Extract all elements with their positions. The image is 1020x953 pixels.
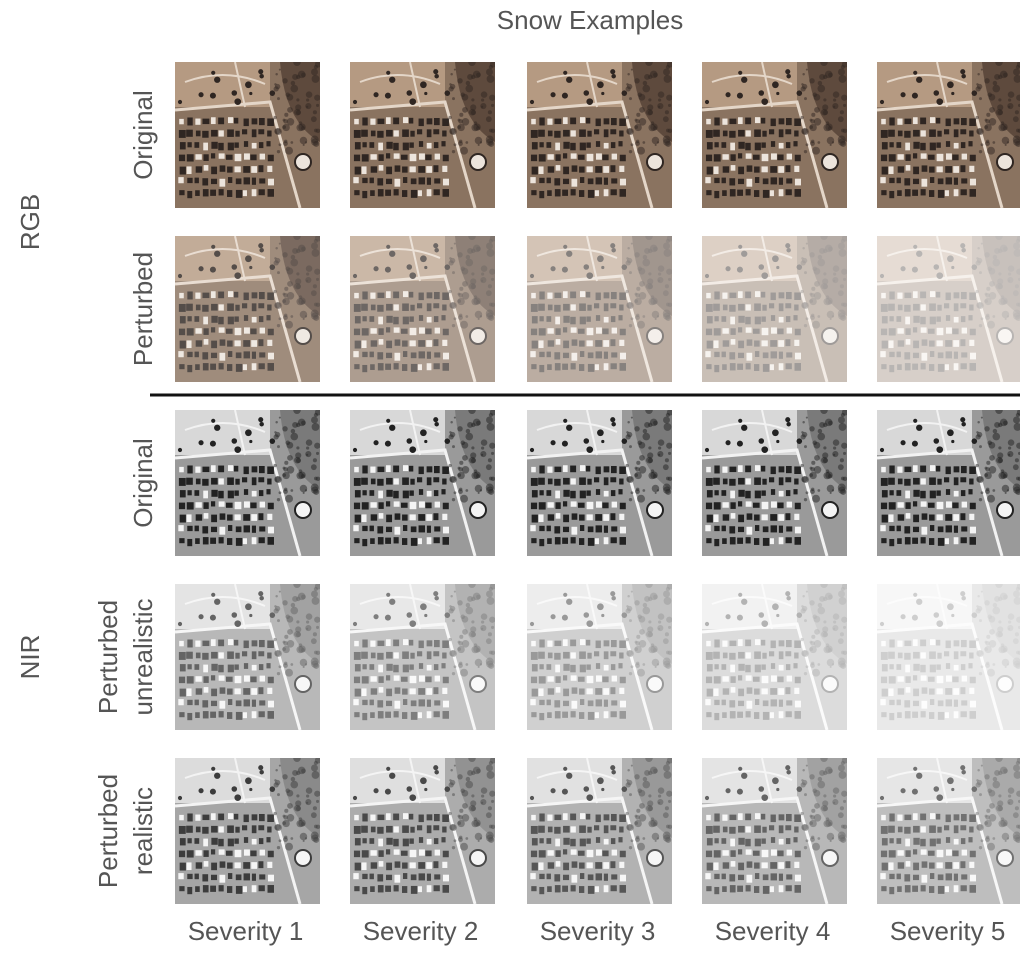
image-tile bbox=[877, 59, 1020, 208]
row-label: unrealistic bbox=[128, 598, 158, 715]
snow-overlay bbox=[527, 236, 672, 382]
column-label: Severity 1 bbox=[188, 916, 304, 946]
snow-overlay bbox=[527, 584, 672, 730]
column-label: Severity 2 bbox=[363, 916, 479, 946]
image-tile bbox=[702, 59, 848, 208]
group-label: RGB bbox=[15, 194, 45, 250]
snow-overlay bbox=[702, 758, 847, 904]
snow-overlay bbox=[175, 758, 320, 904]
snow-overlay bbox=[350, 236, 495, 382]
row-label: realistic bbox=[128, 787, 158, 875]
image-tile bbox=[877, 407, 1020, 556]
image-tile bbox=[175, 59, 321, 208]
snow-overlay bbox=[350, 758, 495, 904]
group-label: NIR bbox=[15, 635, 45, 680]
snow-overlay bbox=[175, 236, 320, 382]
row-label: Original bbox=[128, 438, 158, 528]
row-label: Perturbed bbox=[93, 774, 123, 888]
image-tile bbox=[350, 59, 496, 208]
image-tile bbox=[350, 407, 496, 556]
snow-overlay bbox=[527, 758, 672, 904]
row-label: Original bbox=[128, 90, 158, 180]
image-tile bbox=[702, 407, 848, 556]
image-tile bbox=[175, 407, 321, 556]
figure: Snow Examples RGB Original Perturbed NIR Ori… bbox=[0, 0, 1020, 953]
image-tile bbox=[527, 407, 673, 556]
snow-overlay bbox=[350, 584, 495, 730]
snow-overlay bbox=[877, 758, 1020, 904]
snow-overlay bbox=[702, 584, 847, 730]
snow-overlay bbox=[877, 584, 1020, 730]
row-label: Perturbed bbox=[93, 600, 123, 714]
snow-overlay bbox=[702, 236, 847, 382]
column-label: Severity 3 bbox=[540, 916, 656, 946]
column-label: Severity 5 bbox=[890, 916, 1006, 946]
image-tile bbox=[527, 59, 673, 208]
column-label: Severity 4 bbox=[715, 916, 831, 946]
row-label: Perturbed bbox=[128, 252, 158, 366]
snow-overlay bbox=[877, 236, 1020, 382]
figure-title: Snow Examples bbox=[497, 5, 683, 35]
snow-overlay bbox=[175, 584, 320, 730]
